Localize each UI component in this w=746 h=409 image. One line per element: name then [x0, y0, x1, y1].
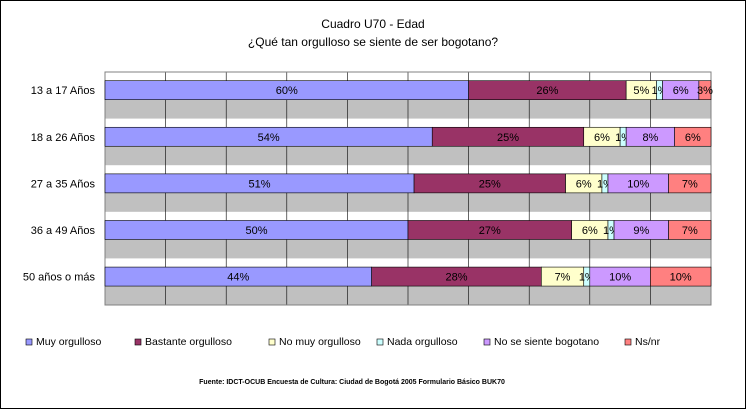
bar-segment — [668, 220, 712, 240]
data-label: 7% — [555, 272, 571, 284]
data-label: 28% — [445, 272, 467, 284]
bar-segment — [668, 173, 712, 194]
data-label: 60% — [276, 85, 298, 97]
data-label: 10% — [627, 178, 649, 190]
data-label: 6% — [582, 225, 598, 237]
legend-label: No se siente bogotano — [494, 336, 599, 348]
bar-segment — [674, 126, 712, 147]
legend-swatch — [134, 338, 142, 346]
data-label: 6% — [685, 132, 701, 144]
data-label: 54% — [258, 132, 280, 144]
chart-title: Cuadro U70 - Edad — [321, 17, 424, 31]
data-label: 8% — [642, 132, 658, 144]
data-label: 50% — [245, 225, 267, 237]
legend-label: Nada orgulloso — [387, 336, 458, 348]
data-label: 7% — [682, 225, 698, 237]
legend-label: Ns/nr — [635, 336, 661, 348]
category-label: 36 a 49 Años — [31, 225, 96, 237]
chart-subtitle: ¿Qué tan orgulloso se siente de ser bogo… — [248, 35, 498, 49]
data-label: 6% — [594, 132, 610, 144]
legend-label: Bastante orgulloso — [145, 336, 232, 348]
bar-segment — [698, 80, 712, 100]
data-label: 7% — [682, 178, 698, 190]
data-label: 51% — [249, 178, 271, 190]
legend-swatch — [483, 338, 491, 346]
source-note: Fuente: IDCT-OCUB Encuesta de Cultura: C… — [199, 379, 505, 386]
plot-area: 13 a 17 Años 60% 26% 5% 1% 6% 3%18 a 26 Años 54… — [23, 71, 713, 306]
category-label: 50 años o más — [23, 272, 96, 284]
data-label: 10% — [670, 272, 692, 284]
category-label: 13 a 17 Años — [31, 85, 96, 97]
data-label: 27% — [479, 225, 501, 237]
data-label: 10% — [609, 272, 631, 284]
legend-swatch — [624, 338, 632, 346]
legend-swatch — [268, 338, 276, 346]
data-label: 44% — [227, 272, 249, 284]
data-label: 25% — [497, 132, 519, 144]
category-label: 18 a 26 Años — [31, 132, 96, 144]
data-label: 26% — [536, 85, 558, 97]
category-label: 27 a 35 Años — [31, 178, 96, 190]
legend: Muy orgulloso Bastante orgulloso No muy or… — [25, 336, 661, 348]
data-label: 6% — [576, 178, 592, 190]
data-label: 3% — [697, 85, 713, 97]
data-label: 9% — [633, 225, 649, 237]
legend-swatch — [376, 338, 384, 346]
data-label: 5% — [633, 85, 649, 97]
data-label: 25% — [479, 178, 501, 190]
legend-label: No muy orgulloso — [279, 336, 361, 348]
legend-label: Muy orgulloso — [36, 336, 102, 348]
bar-segment — [650, 266, 712, 287]
data-label: 6% — [673, 85, 689, 97]
legend-swatch — [25, 338, 33, 346]
